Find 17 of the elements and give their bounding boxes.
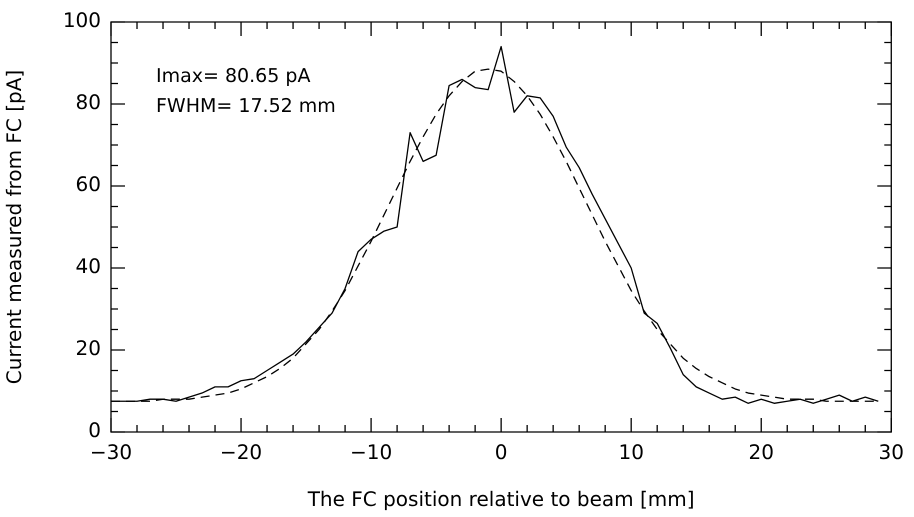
x-tick-label: −10 bbox=[350, 440, 392, 464]
y-tick-label: 60 bbox=[76, 172, 101, 196]
y-tick-label: 40 bbox=[76, 254, 101, 278]
x-axis-title: The FC position relative to beam [mm] bbox=[306, 487, 695, 512]
x-tick-label: 10 bbox=[618, 440, 644, 464]
x-tick-label: 20 bbox=[748, 440, 774, 464]
annotation: FWHM= 17.52 mm bbox=[156, 95, 336, 117]
y-tick-label: 80 bbox=[76, 90, 101, 114]
y-axis-title: Current measured from FC [pA] bbox=[2, 70, 26, 384]
x-tick-label: −30 bbox=[90, 440, 132, 464]
y-tick-label: 20 bbox=[76, 336, 101, 360]
y-tick-label: 0 bbox=[88, 418, 101, 442]
x-tick-label: −20 bbox=[220, 440, 262, 464]
x-tick-label: 0 bbox=[494, 440, 508, 464]
x-tick-label: 30 bbox=[878, 440, 904, 464]
annotation: Imax= 80.65 pA bbox=[156, 65, 310, 87]
y-tick-label: 100 bbox=[62, 8, 101, 32]
